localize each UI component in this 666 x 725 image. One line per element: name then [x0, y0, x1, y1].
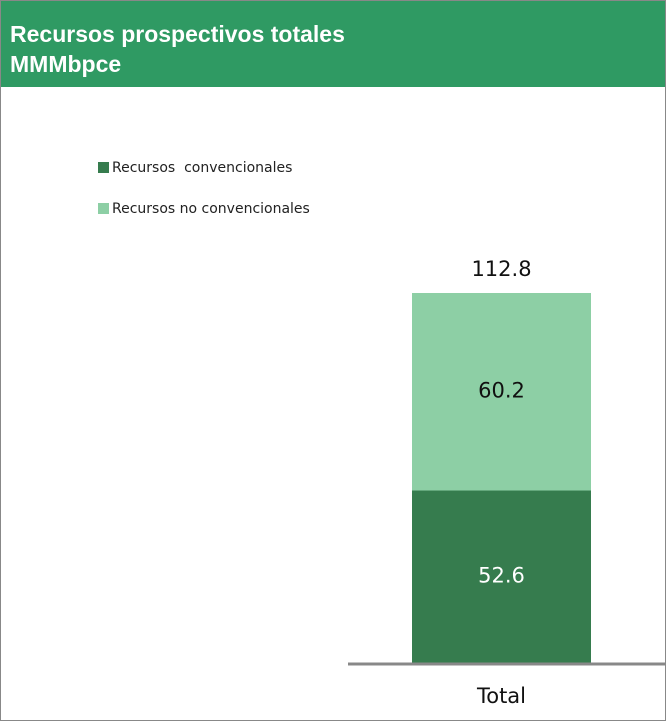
header-band	[1, 1, 665, 87]
legend-label: Recursos convencionales	[112, 160, 292, 176]
chart-subtitle: MMMbpce	[10, 51, 121, 77]
value-label: 52.6	[478, 564, 525, 588]
bar-segment	[412, 293, 591, 491]
value-label: 60.2	[478, 379, 525, 403]
chart-title: Recursos prospectivos totales	[10, 21, 345, 47]
total-label: 112.8	[471, 257, 531, 281]
legend-swatch	[98, 162, 109, 173]
x-tick-label: Total	[476, 684, 526, 708]
bar-segment	[412, 490, 591, 663]
legend-swatch	[98, 203, 109, 214]
legend-label: Recursos no convencionales	[112, 201, 310, 217]
